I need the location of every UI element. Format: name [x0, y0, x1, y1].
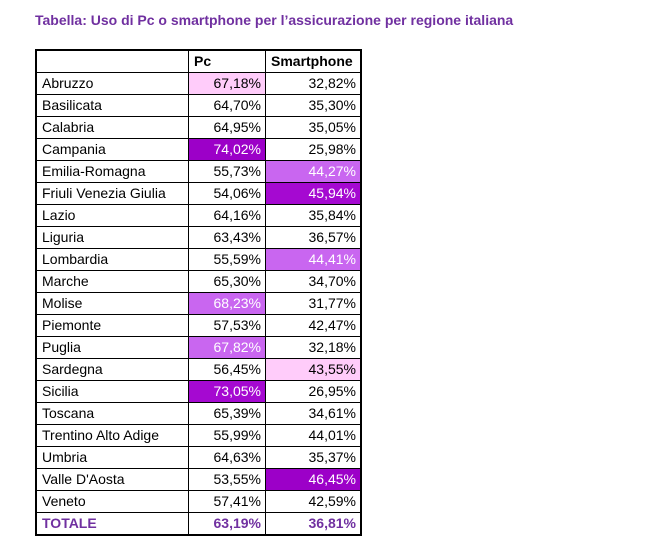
region-cell: Abruzzo: [35, 72, 189, 95]
table-row: Emilia-Romagna 55,73% 44,27%: [35, 160, 362, 183]
pc-cell: 57,53%: [188, 314, 266, 337]
pc-cell: 54,06%: [188, 182, 266, 205]
table-row: Sardegna 56,45% 43,55%: [35, 358, 362, 381]
pc-cell: 64,95%: [188, 116, 266, 139]
table-row: Basilicata 64,70% 35,30%: [35, 94, 362, 117]
pc-cell: 67,82%: [188, 336, 266, 359]
table-row: Campania 74,02% 25,98%: [35, 138, 362, 161]
pc-cell: 73,05%: [188, 380, 266, 403]
table-row: Calabria 64,95% 35,05%: [35, 116, 362, 139]
table-row: Abruzzo 67,18% 32,82%: [35, 72, 362, 95]
region-cell: TOTALE: [35, 512, 189, 536]
pc-cell: 64,63%: [188, 446, 266, 469]
table-row: Piemonte 57,53% 42,47%: [35, 314, 362, 337]
smartphone-cell: 36,81%: [265, 512, 362, 536]
region-cell: Umbria: [35, 446, 189, 469]
table-row: Puglia 67,82% 32,18%: [35, 336, 362, 359]
table-row: Valle D'Aosta 53,55% 46,45%: [35, 468, 362, 491]
region-cell: Basilicata: [35, 94, 189, 117]
table-caption: Tabella: Uso di Pc o smartphone per l’as…: [35, 12, 514, 28]
smartphone-cell: 35,84%: [265, 204, 362, 227]
smartphone-cell: 31,77%: [265, 292, 362, 315]
pc-cell: 74,02%: [188, 138, 266, 161]
smartphone-cell: 34,70%: [265, 270, 362, 293]
table-row: Lazio 64,16% 35,84%: [35, 204, 362, 227]
pc-cell: 67,18%: [188, 72, 266, 95]
smartphone-cell: 43,55%: [265, 358, 362, 381]
table-row: Lombardia 55,59% 44,41%: [35, 248, 362, 271]
smartphone-cell: 46,45%: [265, 468, 362, 491]
smartphone-cell: 32,18%: [265, 336, 362, 359]
region-cell: Friuli Venezia Giulia: [35, 182, 189, 205]
table-row: Umbria 64,63% 35,37%: [35, 446, 362, 469]
smartphone-cell: 35,30%: [265, 94, 362, 117]
table-row: Marche 65,30% 34,70%: [35, 270, 362, 293]
region-cell: Emilia-Romagna: [35, 160, 189, 183]
header-row: Pc Smartphone: [35, 49, 362, 73]
table-row: Toscana 65,39% 34,61%: [35, 402, 362, 425]
smartphone-cell: 42,47%: [265, 314, 362, 337]
pc-cell: 55,59%: [188, 248, 266, 271]
region-cell: Campania: [35, 138, 189, 161]
smartphone-cell: 35,05%: [265, 116, 362, 139]
region-cell: Toscana: [35, 402, 189, 425]
region-cell: Veneto: [35, 490, 189, 513]
pc-cell: 65,30%: [188, 270, 266, 293]
table-row: Sicilia 73,05% 26,95%: [35, 380, 362, 403]
table-row: Veneto 57,41% 42,59%: [35, 490, 362, 513]
region-cell: Trentino Alto Adige: [35, 424, 189, 447]
table-row: Molise 68,23% 31,77%: [35, 292, 362, 315]
regions-usage-table: Pc Smartphone Abruzzo 67,18% 32,82% Basilic…: [35, 49, 362, 536]
region-cell: Molise: [35, 292, 189, 315]
region-cell: Puglia: [35, 336, 189, 359]
region-cell: Lombardia: [35, 248, 189, 271]
smartphone-cell: 34,61%: [265, 402, 362, 425]
pc-cell: 65,39%: [188, 402, 266, 425]
smartphone-cell: 44,41%: [265, 248, 362, 271]
region-cell: Sicilia: [35, 380, 189, 403]
pc-cell: 64,70%: [188, 94, 266, 117]
smartphone-cell: 42,59%: [265, 490, 362, 513]
smartphone-cell: 26,95%: [265, 380, 362, 403]
pc-cell: 63,19%: [188, 512, 266, 536]
pc-cell: 64,16%: [188, 204, 266, 227]
region-cell: Valle D'Aosta: [35, 468, 189, 491]
table-row: Trentino Alto Adige 55,99% 44,01%: [35, 424, 362, 447]
table-body: Abruzzo 67,18% 32,82% Basilicata 64,70% 35,30…: [35, 72, 362, 536]
pc-cell: 63,43%: [188, 226, 266, 249]
smartphone-cell: 36,57%: [265, 226, 362, 249]
pc-cell: 56,45%: [188, 358, 266, 381]
region-cell: Lazio: [35, 204, 189, 227]
region-cell: Sardegna: [35, 358, 189, 381]
pc-cell: 57,41%: [188, 490, 266, 513]
pc-cell: 68,23%: [188, 292, 266, 315]
region-cell: Calabria: [35, 116, 189, 139]
total-row: TOTALE 63,19% 36,81%: [35, 512, 362, 536]
region-cell: Liguria: [35, 226, 189, 249]
header-smartphone: Smartphone: [265, 49, 362, 73]
header-region: [35, 49, 189, 73]
smartphone-cell: 35,37%: [265, 446, 362, 469]
smartphone-cell: 45,94%: [265, 182, 362, 205]
smartphone-cell: 25,98%: [265, 138, 362, 161]
smartphone-cell: 44,01%: [265, 424, 362, 447]
pc-cell: 55,99%: [188, 424, 266, 447]
header-pc: Pc: [188, 49, 266, 73]
table-row: Liguria 63,43% 36,57%: [35, 226, 362, 249]
pc-cell: 53,55%: [188, 468, 266, 491]
table-row: Friuli Venezia Giulia 54,06% 45,94%: [35, 182, 362, 205]
pc-cell: 55,73%: [188, 160, 266, 183]
region-cell: Marche: [35, 270, 189, 293]
region-cell: Piemonte: [35, 314, 189, 337]
smartphone-cell: 32,82%: [265, 72, 362, 95]
smartphone-cell: 44,27%: [265, 160, 362, 183]
